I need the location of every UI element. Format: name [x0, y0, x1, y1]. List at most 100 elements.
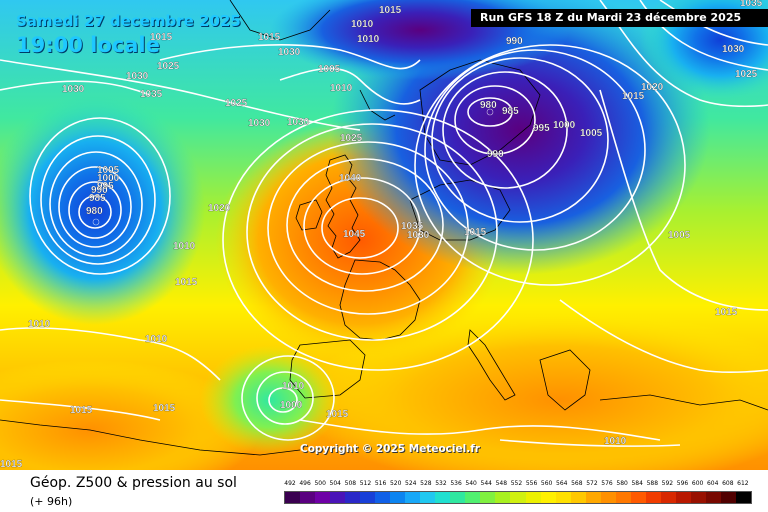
- isobar-label: 1010: [28, 319, 51, 330]
- isobar-label: 1045: [343, 229, 366, 240]
- color-scale-label: 536: [450, 480, 462, 487]
- isobar-label: 1030: [722, 44, 745, 55]
- isobar-label: 1040: [339, 173, 362, 184]
- isobar-label: 1030: [278, 47, 301, 58]
- greenland-south-coast: [229, 0, 331, 41]
- color-scale-label: 572: [586, 480, 598, 487]
- isobar-1015-west: [0, 399, 161, 421]
- isobar-label: 1005: [97, 165, 120, 176]
- south-west-warm-area: [0, 360, 260, 470]
- color-scale-label: 548: [495, 480, 508, 487]
- isobar-1025-north: [159, 43, 421, 70]
- color-scale-swatch: [660, 492, 676, 503]
- color-scale-swatch: [510, 492, 526, 503]
- isobar-1035-north: [0, 80, 151, 96]
- isobar-label: 985: [89, 193, 106, 204]
- isobar-label: 1010: [357, 34, 380, 45]
- isobar-990-trough: [442, 71, 568, 189]
- isobar-label: 1015: [715, 307, 738, 318]
- color-scale: 492 496 500 504 508 512 516 520 524 528 532 536 540 5…: [284, 480, 752, 508]
- isobar-label: 1015: [153, 403, 176, 414]
- isobar-label: 1035: [140, 89, 163, 100]
- color-scale-swatch: [690, 492, 706, 503]
- isobar-label: 1005: [318, 64, 341, 75]
- color-scale-swatch: [450, 492, 466, 503]
- color-scale-label: 512: [359, 480, 372, 487]
- color-scale-label: 584: [631, 480, 643, 487]
- color-scale-label: 604: [706, 480, 719, 487]
- iceland-outline: [359, 89, 396, 121]
- color-scale-swatch: [435, 492, 451, 503]
- iberian-low-geopotential: [200, 345, 340, 455]
- map-footer: Géop. Z500 & pression au sol (+ 96h) 492…: [0, 470, 768, 512]
- isobar-1010-west: [0, 327, 221, 381]
- scandinavia-north-outline: [419, 59, 541, 166]
- color-scale-swatch: [630, 492, 646, 503]
- isobar-label: 985: [502, 106, 519, 117]
- isobar-1020: [222, 109, 534, 371]
- color-scale-swatch: [600, 492, 616, 503]
- color-scale-label: 608: [722, 480, 734, 487]
- color-scale-swatch: [525, 492, 541, 503]
- color-scale-label: 516: [374, 480, 387, 487]
- isobar-label: 1015: [326, 409, 349, 420]
- color-scale-swatch: [540, 492, 556, 503]
- isobar-1015-east: [559, 299, 768, 374]
- map-title: Géop. Z500 & pression au sol: [30, 475, 237, 491]
- color-scale-label: 504: [329, 480, 341, 487]
- color-scale-label: 588: [646, 480, 659, 487]
- isobar-1040: [303, 177, 421, 275]
- color-scale-label: 556: [525, 480, 538, 487]
- color-scale-swatch: [675, 492, 691, 503]
- iberia-outline: [289, 339, 366, 399]
- color-scale-swatch: [645, 492, 661, 503]
- run-info: Run GFS 18 Z du Mardi 23 décembre 2025: [471, 9, 768, 27]
- color-scale-swatch: [735, 492, 751, 503]
- isobar-1010-iberian-low: [241, 355, 335, 441]
- color-scale-swatch: [570, 492, 586, 503]
- color-scale-label: 508: [344, 480, 357, 487]
- isobar-995-trough: [431, 57, 609, 223]
- isobar-label: 995: [97, 181, 114, 192]
- forecast-lead: (+ 96h): [30, 495, 73, 508]
- isobar-label: 1015: [379, 5, 402, 16]
- isobar-label: 1030: [126, 71, 149, 82]
- color-scale-label: 612: [737, 480, 749, 487]
- isobar-1000-trough: [424, 49, 646, 251]
- isobar-label: 1020: [208, 203, 231, 214]
- isobar-label: 1015: [70, 405, 93, 416]
- isobar-label: 1025: [735, 69, 758, 80]
- isobar-980: [78, 195, 112, 229]
- isobar-980-trough: [467, 97, 513, 127]
- ireland-outline: [295, 199, 323, 231]
- copyright-text: Copyright © 2025 Meteociel.fr: [300, 443, 480, 455]
- color-scale-swatch: [465, 492, 481, 503]
- atlantic-low-geopotential: [0, 95, 205, 325]
- color-scale-swatch: [405, 492, 421, 503]
- color-scale-swatch: [390, 492, 406, 503]
- color-scale-label: 560: [540, 480, 553, 487]
- isobar-1035: [286, 158, 444, 292]
- color-scale-swatch: [720, 492, 736, 503]
- isobar-label: 1015: [0, 459, 23, 470]
- isobar-label: 990: [91, 185, 108, 196]
- color-scale-swatch: [480, 492, 496, 503]
- isobar-985: [68, 181, 122, 239]
- isobar-label: 980: [86, 206, 103, 217]
- isobar-1000: [40, 135, 156, 265]
- color-scale-swatch: [585, 492, 601, 503]
- color-scale-label: 596: [676, 480, 689, 487]
- color-scale-label: 500: [314, 480, 326, 487]
- isobar-label: 1010: [330, 83, 353, 94]
- coastlines: [0, 0, 768, 456]
- isobar-label: 1010: [282, 381, 305, 392]
- isobar-995: [49, 151, 143, 257]
- isobar-label: 1000: [97, 173, 120, 184]
- isobar-label: 1035: [740, 0, 763, 9]
- low-center-scandinavia: [486, 108, 494, 116]
- isobar-label: 1010: [145, 334, 168, 345]
- color-scale-swatch: [330, 492, 346, 503]
- color-scale-label: 592: [661, 480, 674, 487]
- forecast-date: Samedi 27 decembre 2025: [16, 12, 241, 30]
- turkey-coast: [599, 394, 768, 411]
